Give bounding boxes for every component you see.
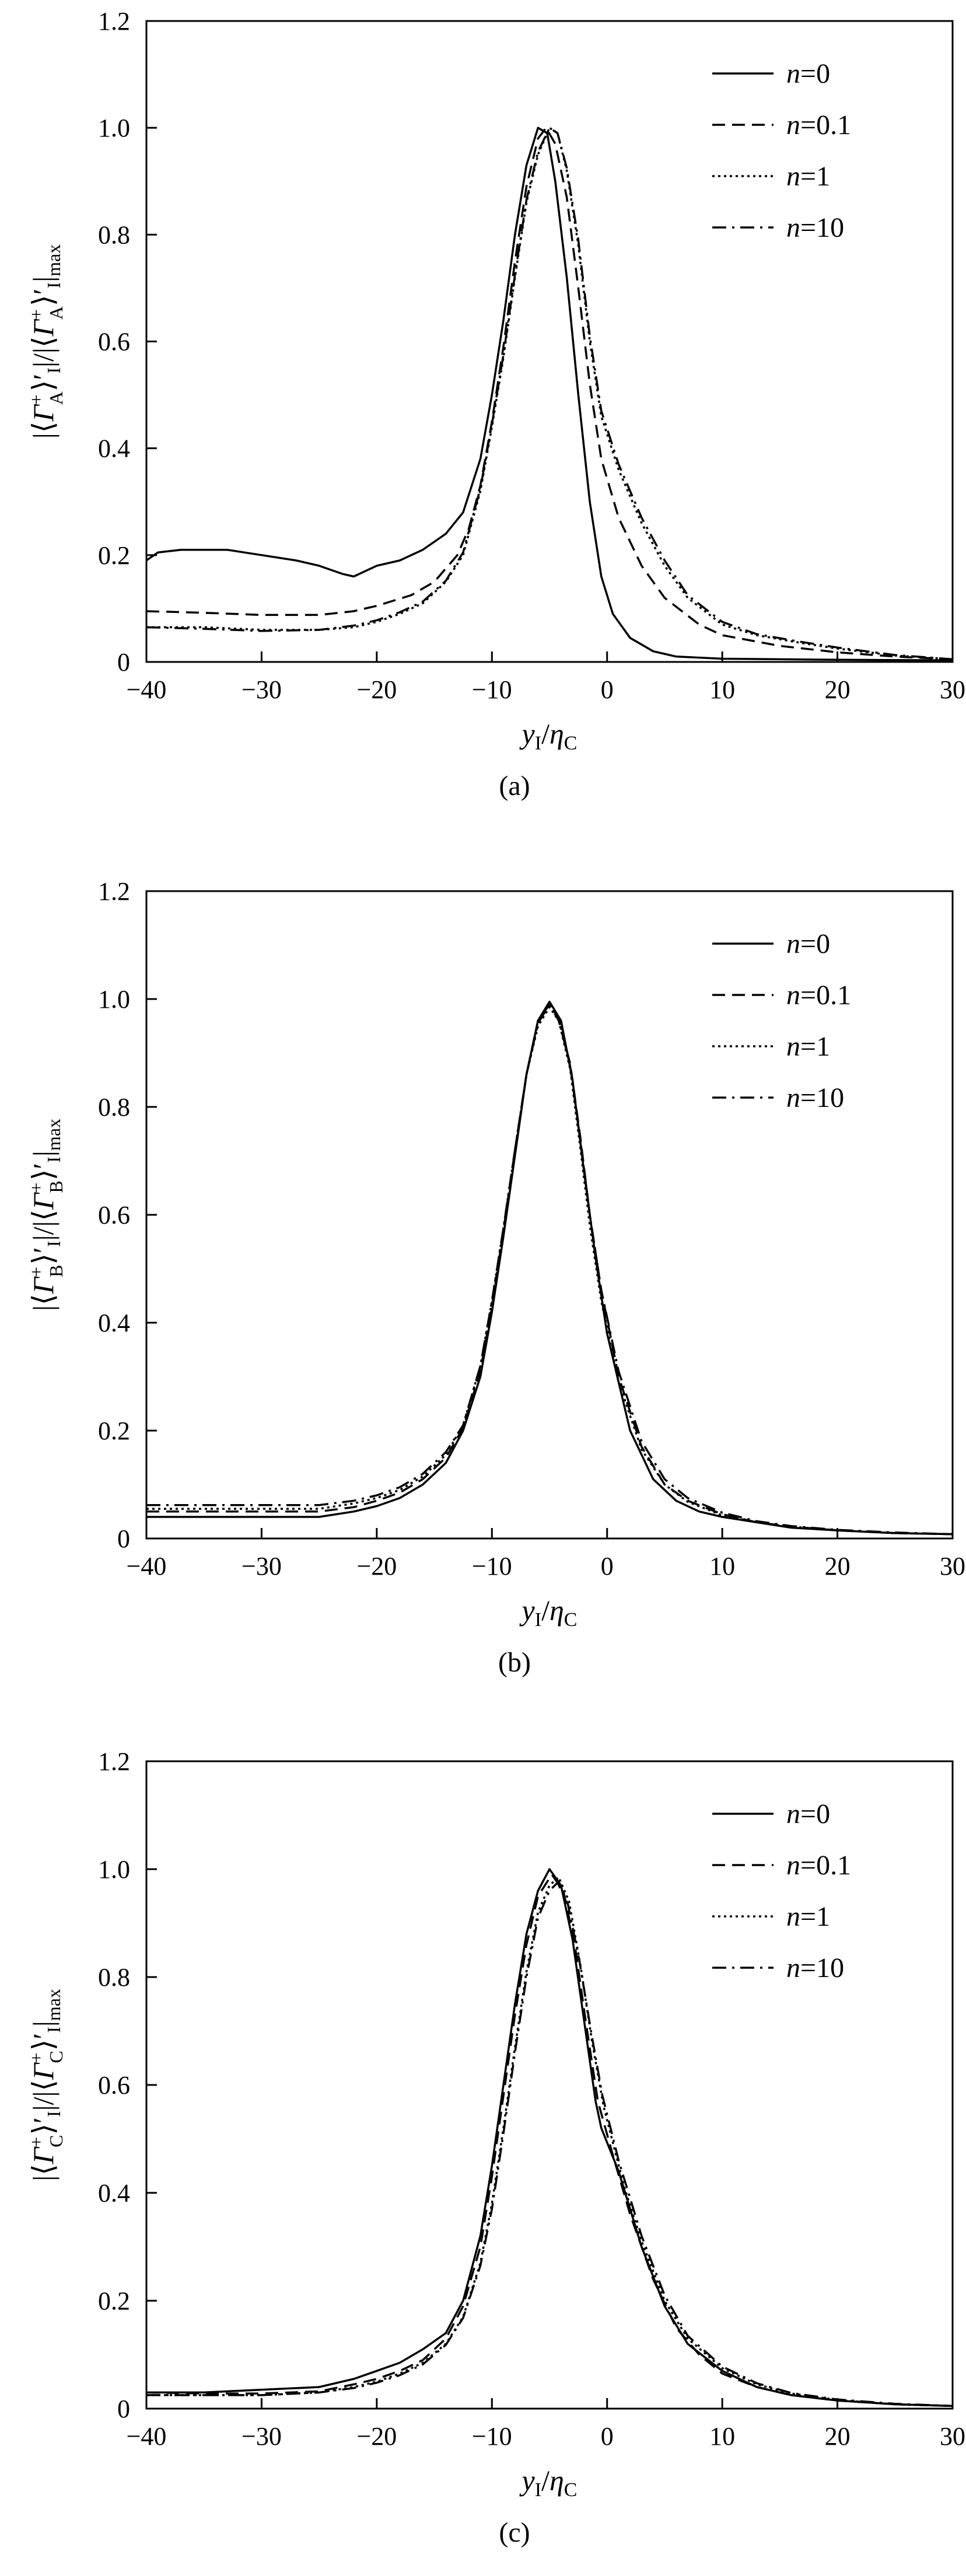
series-line-n01: [146, 1003, 953, 1536]
x-axis-label: yI/ηC: [519, 1594, 578, 1631]
chart-panel-3: −40 −30 −20 −10 0 10 20 30 0 0.2 0.4 0.6 0.8 1.0 1.2 yI…: [26, 1747, 965, 2548]
y-tick-label: 1.0: [98, 114, 130, 142]
y-tick-label: 0.2: [98, 541, 130, 570]
legend-label: n=1: [786, 1901, 830, 1932]
series-line-n0: [146, 1000, 953, 1536]
legend-label: n=10: [786, 212, 844, 243]
y-axis-label: |⟨Γ+B⟩′I|/|⟨Γ+B⟩′I|max: [26, 1119, 66, 1311]
chart-panel-2: −40 −30 −20 −10 0 10 20 30 0 0.2 0.4 0.6 0.8 1.0 1.2 yI…: [26, 877, 965, 1678]
series-line-n0: [146, 127, 953, 662]
y-tick-label: 0: [117, 2395, 130, 2423]
series-line-n10: [146, 1003, 953, 1536]
x-tick-label: −20: [356, 1552, 397, 1580]
legend-label: n=0.1: [786, 110, 851, 141]
y-tick-label: 0.8: [98, 220, 130, 249]
x-tick-label: 0: [601, 675, 614, 704]
legend-label: n=0.1: [786, 980, 851, 1011]
y-tick-label: 0.8: [98, 1963, 130, 1992]
x-tick-label: 20: [825, 2422, 850, 2451]
series-line-n10: [146, 127, 953, 661]
series-line-n10: [146, 1881, 953, 2407]
x-axis-label: yI/ηC: [519, 2464, 578, 2501]
x-tick-label: 10: [709, 2422, 735, 2451]
x-tick-label: −10: [472, 1552, 512, 1580]
x-tick-label: 10: [709, 1552, 735, 1580]
y-tick-label: 1.2: [98, 7, 130, 36]
x-tick-label: −40: [127, 1552, 167, 1580]
x-tick-label: −10: [472, 2422, 512, 2451]
series-line-n1: [146, 1006, 953, 1536]
x-tick-label: 0: [601, 2422, 614, 2451]
y-axis-label: |⟨Γ+A⟩′I|/|⟨Γ+A⟩′I|max: [26, 244, 66, 439]
series-line-n01: [146, 127, 953, 661]
x-tick-label: 30: [940, 675, 965, 704]
y-tick-label: 0.8: [98, 1093, 130, 1121]
x-tick-label: 30: [940, 1552, 965, 1580]
x-tick-label: 10: [709, 675, 735, 704]
x-tick-label: −30: [242, 1552, 282, 1580]
x-tick-label: 0: [601, 1552, 614, 1580]
x-tick-label: −30: [242, 2422, 282, 2451]
series-line-n0: [146, 1868, 953, 2407]
legend-label: n=0.1: [786, 1850, 851, 1881]
y-tick-label: 0: [117, 1524, 130, 1553]
x-axis-label: yI/ηC: [519, 717, 578, 754]
y-tick-label: 0.4: [98, 2179, 130, 2207]
x-tick-label: 20: [825, 1552, 850, 1580]
x-tick-label: −30: [242, 675, 282, 704]
chart-panel-1: −40 −30 −20 −10 0 10 20 30 0 0.2 0.4 0.6 0.8 1.0 1.2 yI…: [26, 7, 965, 801]
x-tick-label: −40: [127, 2422, 167, 2451]
y-tick-label: 0.6: [98, 2071, 130, 2100]
y-tick-label: 0.4: [98, 1309, 130, 1337]
y-tick-label: 0.6: [98, 1201, 130, 1229]
x-tick-label: 20: [825, 675, 850, 704]
y-tick-label: 1.0: [98, 985, 130, 1014]
x-tick-label: 30: [940, 2422, 965, 2451]
y-tick-label: 1.2: [98, 877, 130, 906]
x-tick-label: −20: [356, 2422, 397, 2451]
panel-caption: (b): [498, 1647, 531, 1678]
series-line-n1: [146, 127, 953, 661]
x-tick-label: −40: [127, 675, 167, 704]
y-tick-label: 0.6: [98, 328, 130, 356]
legend-label: n=0: [786, 928, 830, 959]
legend-label: n=0: [786, 58, 830, 89]
legend-label: n=10: [786, 1953, 844, 1983]
x-tick-label: −10: [472, 675, 512, 704]
y-tick-label: 1.0: [98, 1855, 130, 1884]
panel-caption: (c): [499, 2517, 530, 2548]
legend-label: n=10: [786, 1082, 844, 1113]
y-tick-label: 0: [117, 648, 130, 677]
y-tick-label: 0.2: [98, 1417, 130, 1445]
legend-label: n=0: [786, 1799, 830, 1830]
x-tick-label: −20: [356, 675, 397, 704]
y-axis-label: |⟨Γ+C⟩′I|/|⟨Γ+C⟩′I|max: [26, 1989, 66, 2181]
panel-caption: (a): [499, 770, 530, 801]
y-tick-label: 0.4: [98, 434, 130, 463]
y-tick-label: 1.2: [98, 1747, 130, 1776]
legend-label: n=1: [786, 161, 830, 192]
y-tick-label: 0.2: [98, 2287, 130, 2315]
series-line-n01: [146, 1873, 953, 2407]
legend-label: n=1: [786, 1031, 830, 1062]
series-line-n1: [146, 1876, 953, 2407]
